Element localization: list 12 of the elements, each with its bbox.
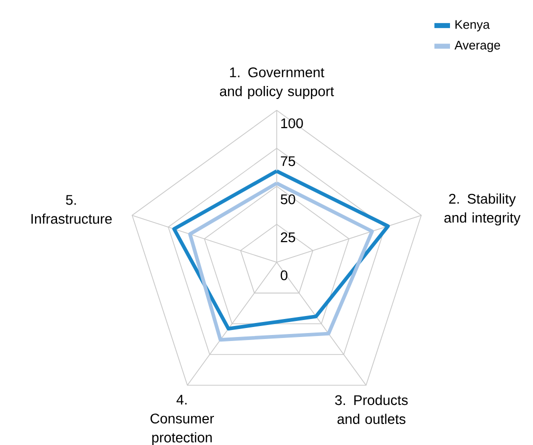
y-tick-label: 25 (280, 232, 296, 242)
spoke-label: 5. Infrastructure (31, 195, 112, 224)
y-tick-label: 75 (280, 156, 296, 166)
legend-label: Average (454, 40, 500, 52)
spoke-label: 1. Government and policy support (220, 67, 334, 99)
y-tick-label: 50 (280, 194, 296, 204)
y-tick-label: 100 (281, 118, 303, 128)
y-tick-label: 0 (280, 270, 288, 280)
spoke-label: 2. Stability and integrity (444, 194, 520, 226)
legend-label: Kenya (455, 20, 490, 32)
spoke-label: 3. Products and outlets (335, 394, 408, 424)
spoke-label: 4. Consumer protection (150, 394, 214, 445)
